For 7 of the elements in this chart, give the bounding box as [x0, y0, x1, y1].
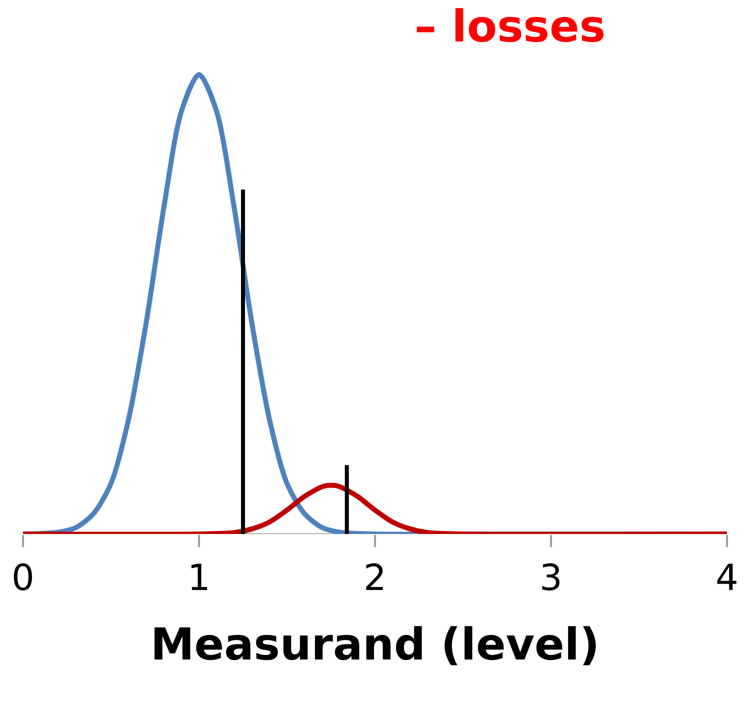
x-tick-label: 4	[716, 558, 738, 600]
x-tick-label: 2	[364, 558, 386, 600]
x-axis-title: Measurand (level)	[150, 620, 600, 670]
x-tick-label: 3	[540, 558, 562, 600]
x-tick-label: 0	[12, 558, 34, 600]
chart-title: – losses	[414, 1, 606, 52]
x-tick-label: 1	[188, 558, 210, 600]
